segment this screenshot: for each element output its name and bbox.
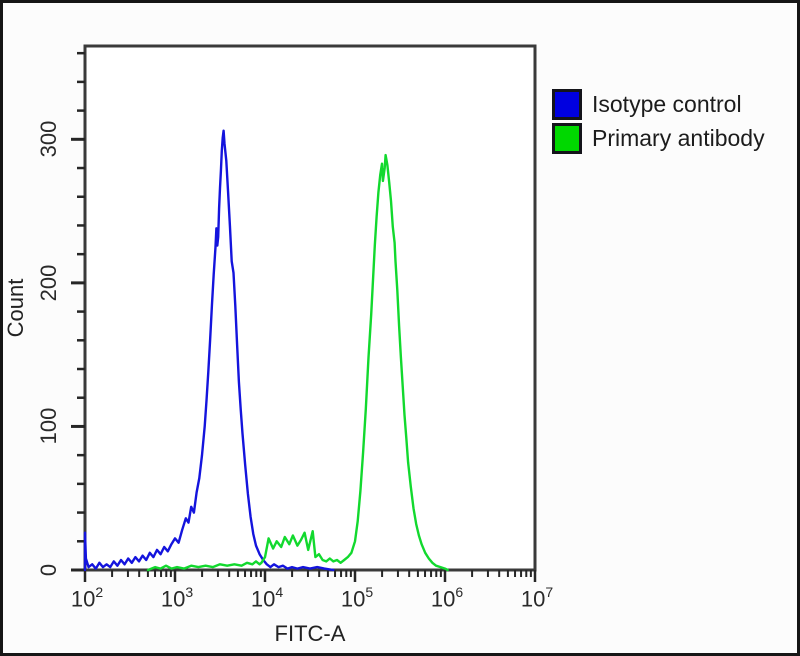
- y-axis-tick-label: 200: [36, 264, 61, 302]
- y-axis-tick-label: 300: [36, 120, 61, 158]
- legend-label-isotype-control: Isotype control: [592, 91, 742, 117]
- y-axis-title: Count: [3, 278, 28, 338]
- x-axis-tick-label: 104: [250, 584, 284, 612]
- x-axis-tick-label: 102: [70, 584, 104, 612]
- x-axis-title: FITC-A: [274, 621, 346, 646]
- plot-frame: [83, 44, 537, 572]
- legend-item-isotype-control: Isotype control: [552, 89, 765, 120]
- legend-swatch-primary-antibody-icon: [552, 123, 582, 154]
- curve-isotype-control: [83, 129, 335, 572]
- x-axis-tick-label: 103: [160, 584, 194, 612]
- y-axis-tick-label: 100: [36, 408, 61, 445]
- legend: Isotype control Primary antibody: [552, 89, 765, 157]
- x-axis-tick-label: 106: [430, 584, 464, 612]
- plot-svg: [71, 44, 537, 582]
- y-axis-tick-label: 0: [36, 563, 61, 577]
- curve-primary-antibody: [146, 153, 449, 572]
- legend-label-primary-antibody: Primary antibody: [592, 125, 765, 151]
- x-axis-tick-label: 107: [520, 584, 554, 612]
- x-axis-tick-label: 105: [340, 584, 374, 612]
- legend-item-primary-antibody: Primary antibody: [552, 123, 765, 154]
- legend-swatch-isotype-control-icon: [552, 89, 582, 120]
